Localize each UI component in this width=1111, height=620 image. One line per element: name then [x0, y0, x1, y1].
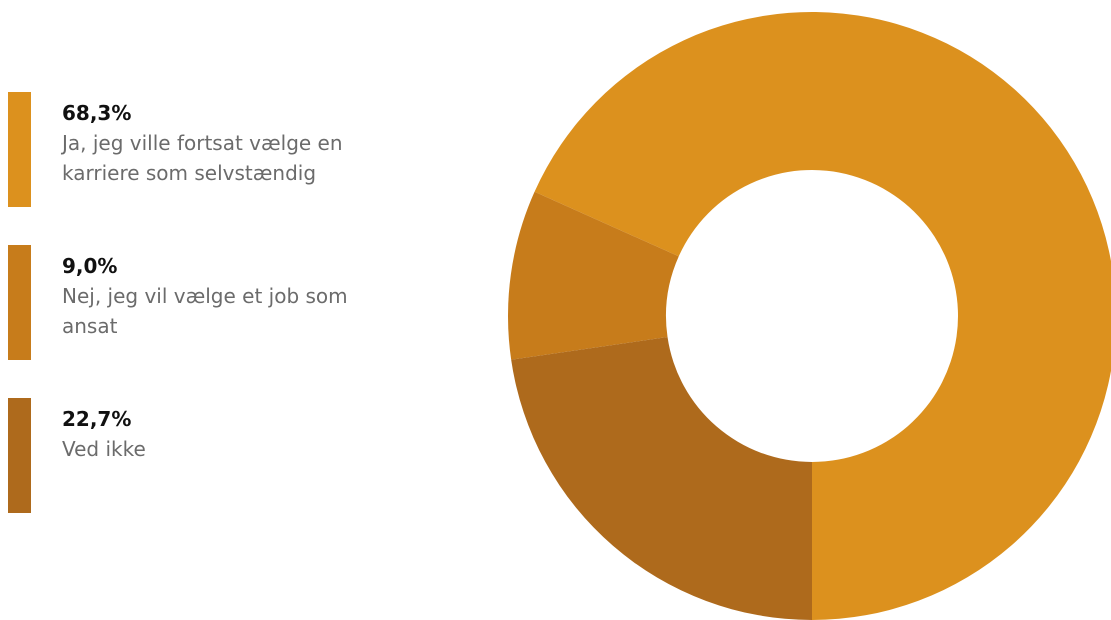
legend-label: Ja, jeg ville fortsat vælge en karriere …	[62, 131, 343, 185]
donut-slice	[507, 191, 679, 360]
donut-slice	[534, 12, 1111, 620]
legend-label: Nej, jeg vil vælge et job som ansat	[62, 284, 348, 338]
legend-item: 22,7% Ved ikke	[8, 398, 428, 513]
legend-text: 9,0% Nej, jeg vil vælge et job som ansat	[62, 251, 362, 341]
value-label: 9,0%	[62, 254, 118, 278]
value-label: 68,3%	[62, 101, 132, 125]
legend-item: 68,3% Ja, jeg ville fortsat vælge en karr…	[8, 92, 428, 207]
legend-swatch	[8, 92, 31, 207]
legend-swatch	[8, 245, 31, 360]
legend-swatch	[8, 398, 31, 513]
legend-item: 9,0% Nej, jeg vil vælge et job som ansat	[8, 245, 428, 360]
legend: 68,3% Ja, jeg ville fortsat vælge en karr…	[8, 92, 428, 551]
legend-text: 22,7% Ved ikke	[62, 404, 362, 464]
value-label: 22,7%	[62, 407, 132, 431]
legend-label: Ved ikke	[62, 437, 146, 461]
legend-text: 68,3% Ja, jeg ville fortsat vælge en karr…	[62, 98, 362, 188]
donut-slice	[511, 337, 812, 620]
